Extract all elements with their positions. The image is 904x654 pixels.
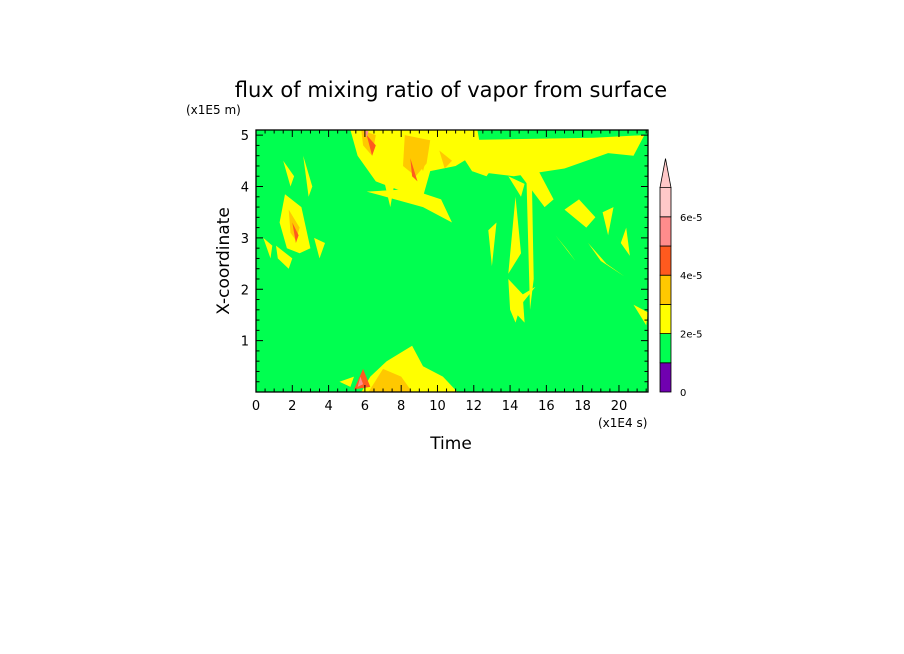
- y-tick-label: 2: [241, 283, 249, 298]
- x-tick-label: 16: [538, 399, 555, 414]
- contour-region: [620, 227, 630, 256]
- contour-region: [602, 207, 614, 236]
- contour-region: [508, 176, 525, 197]
- contour-region: [413, 150, 427, 172]
- x-tick-label: 20: [611, 399, 628, 414]
- contour-region: [508, 196, 521, 274]
- contour-region: [472, 155, 498, 177]
- colorbar-label: 6e-5: [680, 213, 703, 224]
- contour-region: [383, 176, 394, 208]
- colorbar: 0 2e-5 4e-5 6e-5: [659, 158, 703, 399]
- y-tick-label: 4: [241, 181, 249, 196]
- contour-region: [263, 237, 273, 259]
- x-tick-label: 12: [466, 399, 483, 414]
- contour-region: [276, 245, 293, 269]
- contour-region: [526, 176, 534, 310]
- chart-title: flux of mixing ratio of vapor from surfa…: [235, 78, 667, 102]
- x-tick-label: 2: [288, 399, 296, 414]
- y-tick-label: 3: [241, 232, 249, 247]
- x-tick-label: 0: [252, 399, 260, 414]
- plot-area: [255, 129, 649, 393]
- contour-region: [517, 297, 525, 323]
- contour-regions: [263, 130, 648, 392]
- y-axis-unit: (x1E5 m): [186, 103, 241, 117]
- y-axis-label: X-coordinate: [214, 207, 234, 315]
- colorbar-swatch: [659, 303, 672, 334]
- x-tick-label: 4: [324, 399, 332, 414]
- contour-region: [515, 168, 554, 208]
- x-axis-label: Time: [429, 434, 472, 454]
- plot-frame: [255, 129, 649, 393]
- colorbar-swatch: [659, 187, 672, 218]
- contour-region: [410, 158, 418, 182]
- x-tick-label: 8: [397, 399, 405, 414]
- contour-region: [555, 235, 576, 261]
- contour-region: [633, 304, 648, 326]
- x-axis: 0 2 4 6 8 10 12 14 16 18 20: [252, 130, 647, 414]
- colorbar-swatch: [659, 333, 672, 364]
- contour-region: [354, 368, 371, 390]
- y-tick-label: 5: [241, 129, 249, 144]
- x-tick-label: 14: [502, 399, 519, 414]
- contour-region: [366, 135, 376, 156]
- contour-region: [452, 135, 645, 177]
- y-axis: 1 2 3 4 5: [241, 129, 648, 383]
- colorbar-label: 2e-5: [680, 330, 703, 341]
- colorbar-label: 0: [680, 388, 686, 399]
- x-tick-label: 6: [361, 399, 369, 414]
- contour-region: [364, 131, 369, 138]
- plot-background: [256, 130, 648, 392]
- contour-region: [357, 376, 364, 387]
- colorbar-swatch: [659, 274, 672, 305]
- colorbar-swatch: [659, 245, 672, 276]
- contour-region: [439, 150, 452, 169]
- x-axis-unit: (x1E4 s): [598, 416, 647, 430]
- contour-region: [283, 160, 295, 187]
- contour-region: [488, 222, 497, 267]
- contour-region: [339, 376, 354, 387]
- colorbar-label: 4e-5: [680, 271, 703, 282]
- contour-region: [564, 199, 596, 228]
- contour-region: [314, 237, 325, 259]
- contour-region: [292, 222, 299, 243]
- y-tick-label: 1: [241, 335, 249, 350]
- colorbar-swatch: [659, 216, 672, 247]
- contour-region: [303, 155, 313, 197]
- x-tick-label: 18: [574, 399, 591, 414]
- colorbar-overflow-triangle: [659, 158, 672, 189]
- colorbar-swatch: [659, 362, 672, 393]
- x-tick-label: 10: [429, 399, 446, 414]
